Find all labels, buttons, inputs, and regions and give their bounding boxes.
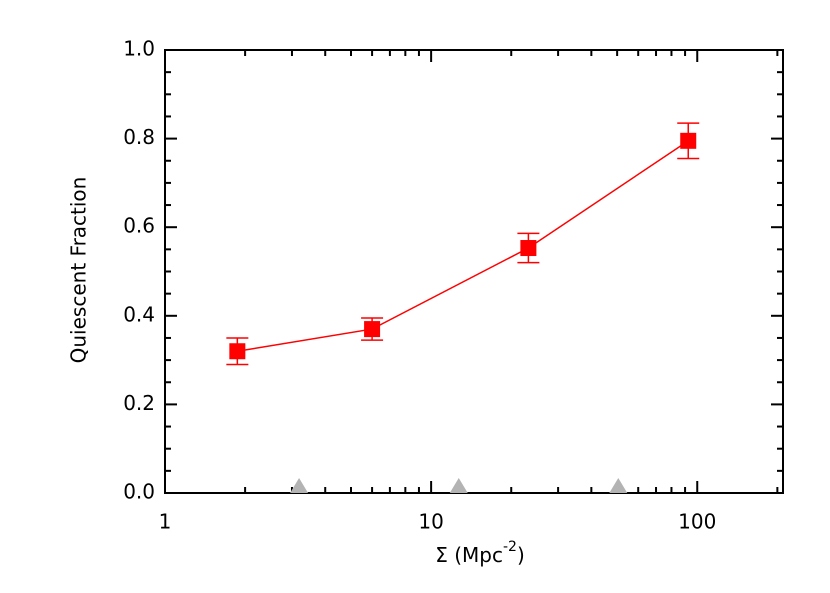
y-tick-label: 1.0 <box>123 37 155 61</box>
x-tick-label: 10 <box>418 510 443 534</box>
triangle-marker <box>290 478 309 493</box>
y-tick-label: 0.2 <box>123 391 155 415</box>
series-line <box>237 140 689 352</box>
y-tick-label: 0.8 <box>123 125 155 149</box>
data-point <box>364 321 381 338</box>
data-point <box>520 240 537 257</box>
x-tick-label: 100 <box>678 510 716 534</box>
y-axis-label: Quiescent Fraction <box>67 177 91 364</box>
plot-frame <box>164 49 784 494</box>
triangle-marker <box>449 478 468 493</box>
y-tick-label: 0.4 <box>123 302 155 326</box>
x-tick-label: 1 <box>159 510 172 534</box>
x-axis-label: Σ (Mpc-2) <box>435 539 525 567</box>
y-tick-label: 0.0 <box>123 480 155 504</box>
y-tick-label: 0.6 <box>123 214 155 238</box>
triangle-marker <box>609 478 628 493</box>
data-point <box>229 343 246 360</box>
data-point <box>680 132 697 149</box>
